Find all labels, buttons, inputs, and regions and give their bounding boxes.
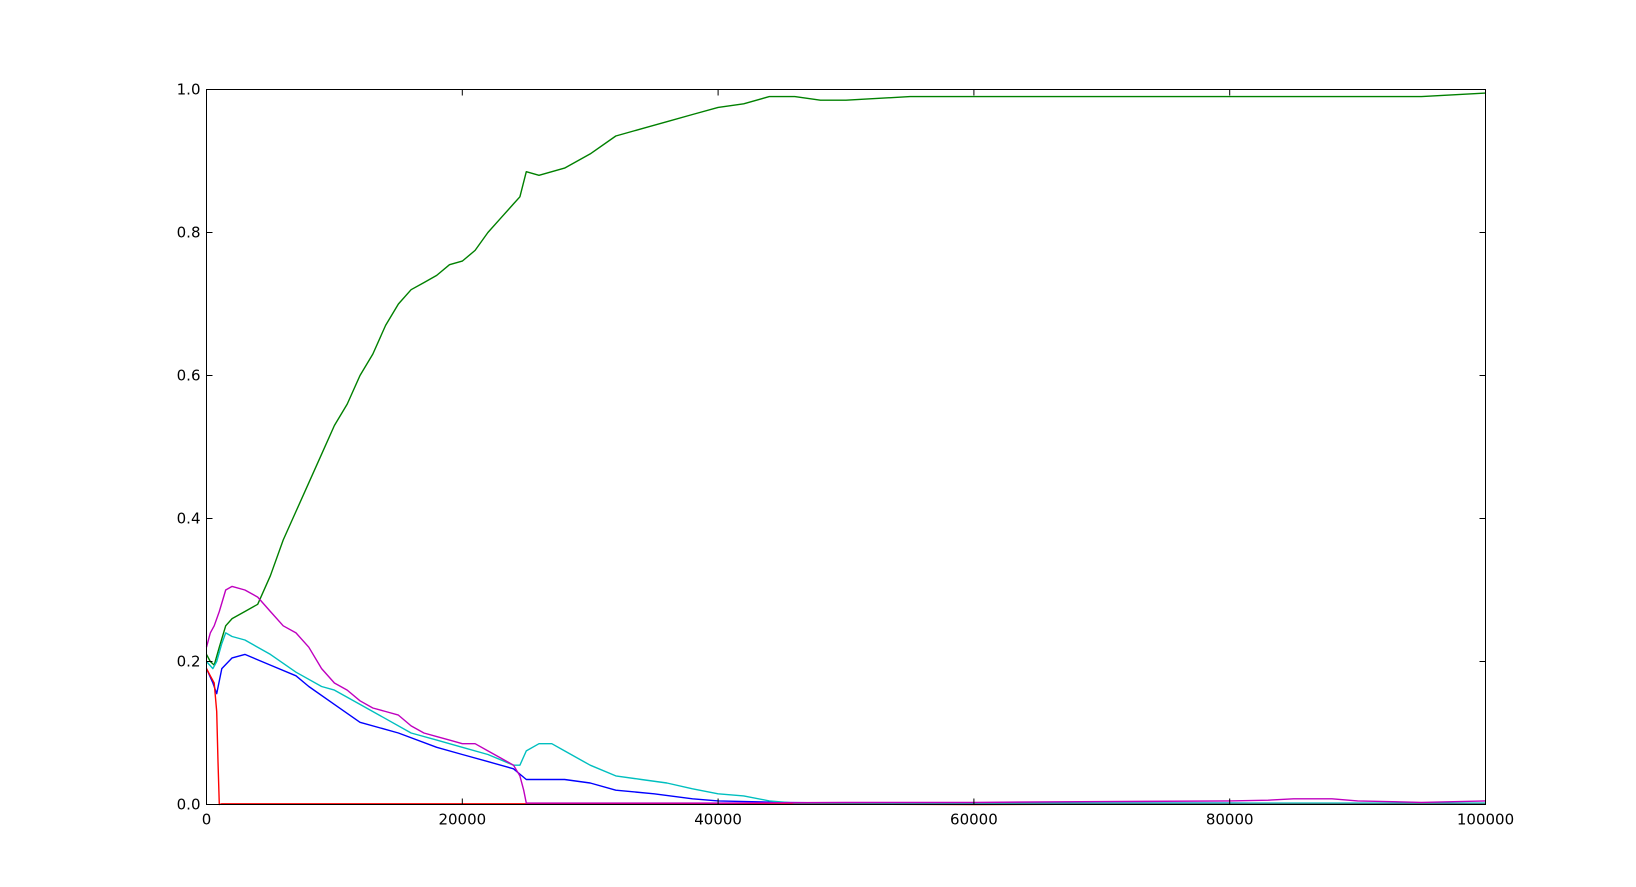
- y-tick-label-3: 0.6: [177, 367, 201, 385]
- x-tick-label-2: 40000: [694, 811, 742, 829]
- series-line-1: [205, 653, 1486, 805]
- plot-frame: [206, 89, 1486, 805]
- y-tick-label-5: 1.0: [177, 81, 201, 99]
- y-tick-label-1: 0.2: [177, 653, 201, 671]
- series-line-4: [205, 632, 1486, 804]
- y-tick-label-2: 0.4: [177, 510, 201, 528]
- x-tick-label-0: 0: [202, 811, 212, 829]
- series-line-3: [205, 668, 1486, 806]
- series-line-5: [205, 585, 1486, 804]
- ticks-layer: [206, 89, 1486, 805]
- x-tick-label-3: 60000: [950, 811, 998, 829]
- x-tick-label-4: 80000: [1206, 811, 1254, 829]
- series-layer: [205, 92, 1486, 806]
- x-tick-label-1: 20000: [438, 811, 486, 829]
- y-tick-label-0: 0.0: [177, 796, 201, 814]
- series-line-2: [205, 92, 1486, 666]
- tick-labels-layer: 0 20000 40000 60000 80000 100000 0.0 0.2 0.4 0.6 0…: [177, 81, 1514, 829]
- y-tick-label-4: 0.8: [177, 224, 201, 242]
- x-tick-label-5: 100000: [1457, 811, 1514, 829]
